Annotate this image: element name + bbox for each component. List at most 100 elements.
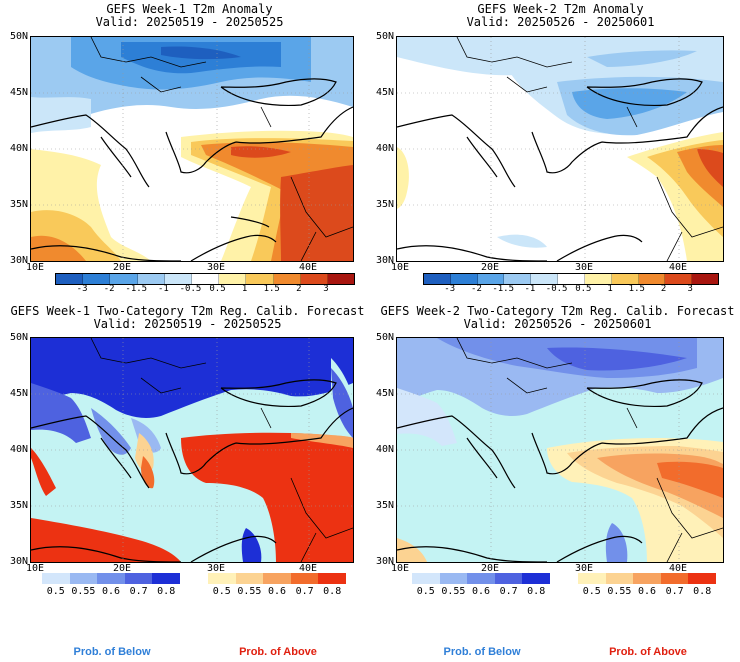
colorbar-label: -3	[76, 284, 88, 294]
lon-label: 30E	[206, 262, 226, 273]
lon-label: 20E	[112, 563, 132, 574]
colorbar-swatch	[164, 274, 192, 284]
lon-label: 10E	[390, 262, 410, 273]
panel3-title: GEFS Week-1 Two-Category T2m Reg. Calib.…	[10, 304, 365, 331]
lat-label: 30N	[375, 556, 394, 567]
prob-label: 0.5	[582, 586, 601, 597]
colorbar-swatch	[692, 274, 718, 284]
prob-label: 0.6	[267, 586, 287, 597]
lon-label: 40E	[668, 563, 688, 574]
prob-below-label-week1: Prob. of Below	[73, 646, 151, 658]
lat-label: 45N	[375, 388, 394, 399]
colorbar-label: 1.5	[628, 284, 645, 294]
colorbar-swatch	[611, 274, 639, 284]
lat-label: 30N	[9, 255, 28, 266]
colorbar-swatch	[191, 274, 220, 284]
colorbar-label: -0.5	[545, 284, 568, 294]
prob-label: 0.5	[416, 586, 435, 597]
lat-label: 50N	[375, 31, 394, 42]
lat-label: 45N	[375, 87, 394, 98]
colorbar-swatch	[450, 274, 478, 284]
prob-swatch	[318, 573, 346, 584]
colorbar-label: 1	[241, 284, 248, 294]
panel2-title: GEFS Week-2 T2m Anomaly Valid: 20250526 …	[466, 2, 655, 29]
lat-label: 40N	[9, 444, 28, 455]
lat-label: 50N	[375, 332, 394, 343]
colorbar-swatch	[273, 274, 301, 284]
prob-swatch	[522, 573, 550, 584]
prob-label: 0.8	[157, 586, 176, 597]
lon-label: 20E	[112, 262, 132, 273]
colorbar-swatch	[246, 274, 274, 284]
colorbar-label: 3	[687, 284, 693, 294]
prob-swatch	[688, 573, 716, 584]
panel2-map	[396, 36, 724, 262]
prob-above-label-week1: Prob. of Above	[239, 646, 317, 658]
colorbar-label: 1	[607, 284, 613, 294]
lon-label: 30E	[206, 563, 226, 574]
colorbar-label: 3	[323, 284, 329, 294]
prob-label: 0.7	[129, 586, 148, 597]
colorbar-swatch	[504, 274, 532, 284]
prob-label: 0.6	[471, 586, 491, 597]
lat-label: 40N	[375, 444, 394, 455]
lon-label: 30E	[574, 262, 594, 273]
colorbar-label: -1.5	[492, 284, 515, 294]
panel2-field	[397, 37, 723, 261]
lon-label: 40E	[668, 262, 688, 273]
prob-label: 0.8	[693, 586, 712, 597]
lon-label: 40E	[298, 262, 318, 273]
lat-label: 40N	[375, 143, 394, 154]
prob-label: 0.55	[71, 586, 96, 597]
prob-below-bar-week2	[412, 573, 550, 584]
lon-label: 20E	[480, 262, 500, 273]
colorbar-swatch	[531, 274, 559, 284]
colorbar-label: -1	[157, 284, 169, 294]
lon-label: 30E	[574, 563, 594, 574]
prob-swatch	[208, 573, 236, 584]
colorbar-label: -3	[444, 284, 456, 294]
colorbar-swatch	[300, 274, 328, 284]
prob-label: 0.7	[499, 586, 518, 597]
panel3-field	[31, 338, 353, 562]
lat-label: 35N	[9, 500, 28, 511]
prob-above-bar-week1	[208, 573, 346, 584]
prob-label: 0.8	[527, 586, 546, 597]
colorbar-label: 1.5	[263, 284, 280, 294]
panel1-map	[30, 36, 354, 262]
prob-swatch	[152, 573, 180, 584]
colorbar-swatch	[327, 274, 355, 284]
colorbar-label: -2	[103, 284, 115, 294]
lat-label: 45N	[9, 87, 28, 98]
colorbar-swatch	[558, 274, 585, 284]
colorbar-swatch	[137, 274, 165, 284]
anomaly-colorbar-week2	[423, 273, 719, 285]
prob-label: 0.5	[46, 586, 65, 597]
colorbar-swatch	[477, 274, 505, 284]
colorbar-swatch	[584, 274, 612, 284]
prob-swatch	[42, 573, 70, 584]
panel1-title: GEFS Week-1 T2m Anomaly Valid: 20250519 …	[95, 2, 284, 29]
panel3-map	[30, 337, 354, 563]
colorbar-swatch	[219, 274, 247, 284]
lat-label: 40N	[9, 143, 28, 154]
panel4-map	[396, 337, 724, 563]
prob-swatch	[235, 573, 264, 584]
prob-label: 0.55	[441, 586, 466, 597]
colorbar-label: 0.5	[575, 284, 592, 294]
colorbar-swatch	[110, 274, 138, 284]
prob-swatch	[69, 573, 98, 584]
prob-above-label-week2: Prob. of Above	[609, 646, 687, 658]
prob-swatch	[124, 573, 153, 584]
colorbar-swatch	[424, 274, 451, 284]
panel1-field	[31, 37, 353, 261]
lat-label: 50N	[9, 31, 28, 42]
colorbar-label: 2	[660, 284, 667, 294]
panel4-field	[397, 338, 723, 562]
lat-label: 35N	[375, 500, 394, 511]
colorbar-swatch	[665, 274, 693, 284]
prob-swatch	[633, 573, 661, 584]
lon-label: 10E	[390, 563, 410, 574]
prob-label: 0.6	[101, 586, 121, 597]
lat-label: 30N	[9, 556, 28, 567]
